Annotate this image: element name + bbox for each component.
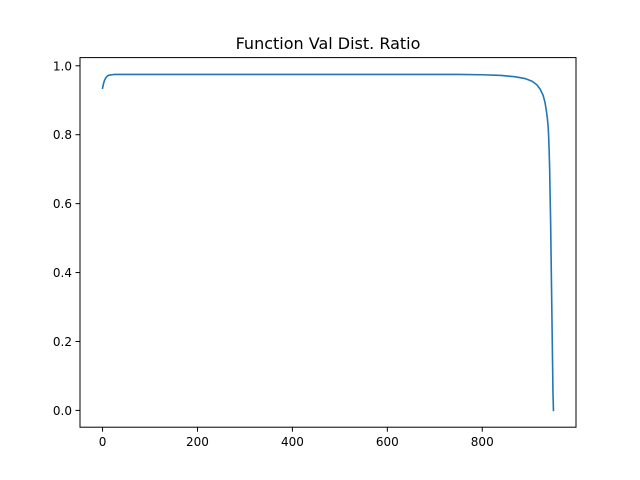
axes-frame (79, 57, 577, 428)
x-tick-label: 200 (186, 435, 209, 449)
y-tick-label: 0.2 (53, 335, 72, 349)
y-axis: 0.0 0.2 0.4 0.6 0.8 1.0 (53, 59, 80, 418)
y-tick-label: 0.0 (53, 404, 72, 418)
x-tick-label: 400 (281, 435, 304, 449)
axes-background (80, 57, 576, 428)
x-tick-label: 0 (99, 435, 107, 449)
y-tick-label: 1.0 (53, 59, 72, 73)
y-tick-label: 0.4 (53, 266, 72, 280)
series-layer (101, 73, 555, 412)
plot-area (79, 57, 577, 428)
series-line-0 (101, 73, 555, 412)
x-tick-label: 800 (471, 435, 494, 449)
x-tick-label: 600 (376, 435, 399, 449)
x-axis: 0 200 400 600 800 (99, 427, 494, 449)
y-tick-label: 0.6 (53, 197, 72, 211)
chart-title: Function Val Dist. Ratio (236, 34, 421, 53)
y-tick-label: 0.8 (53, 128, 72, 142)
